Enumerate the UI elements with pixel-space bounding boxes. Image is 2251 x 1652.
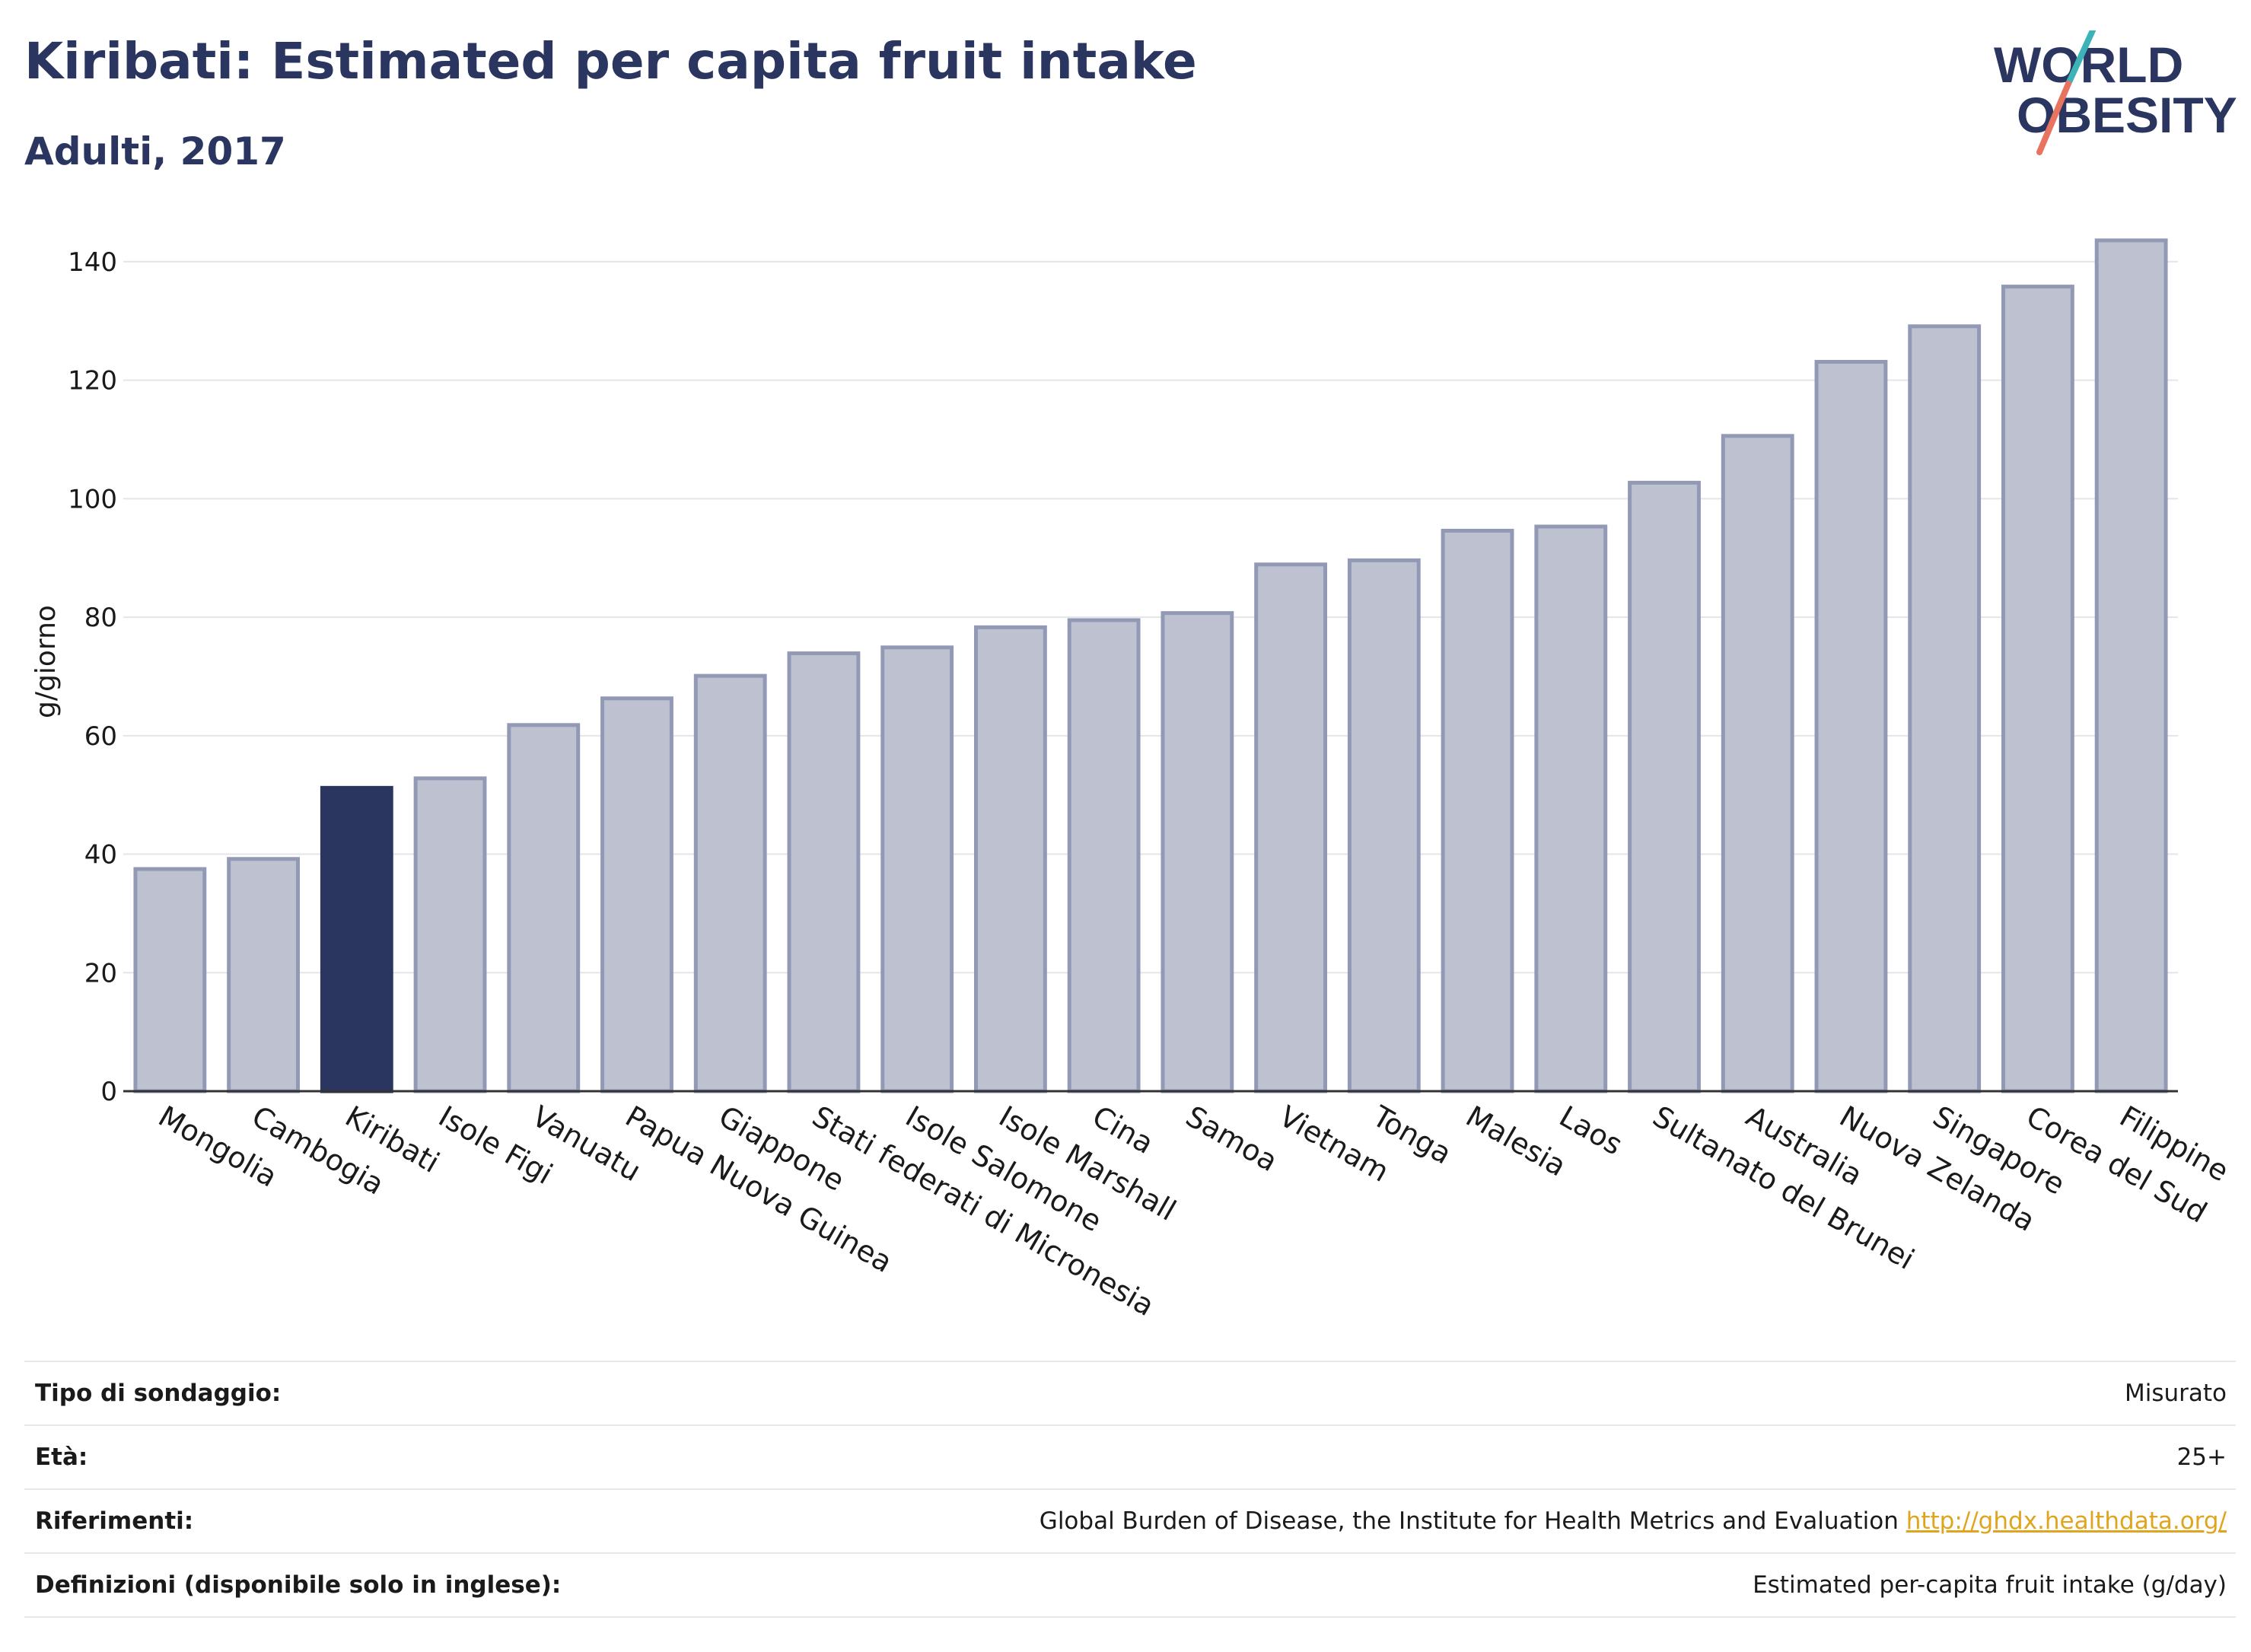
bar-malesia	[1441, 528, 1514, 1093]
info-label: Definizioni (disponibile solo in inglese…	[35, 1571, 562, 1599]
info-row-definitions: Definizioni (disponibile solo in inglese…	[24, 1552, 2236, 1618]
info-row-age: Età: 25+	[24, 1424, 2236, 1488]
x-tick-label: Malesia	[1460, 1100, 1571, 1183]
y-tick-label: 140	[68, 247, 117, 278]
info-label: Riferimenti:	[35, 1507, 194, 1535]
y-tick-labels: 0 20 40 60 80 100 120 140	[68, 247, 117, 1107]
y-tick-label: 0	[100, 1077, 117, 1107]
bar-chart: 0 20 40 60 80 100 120 140 MongoliaCambogiaKirib…	[30, 238, 2234, 1323]
bar-tonga	[1347, 558, 1421, 1093]
y-tick-label: 40	[84, 840, 117, 871]
bar-samoa	[1161, 611, 1234, 1093]
reference-text: Global Burden of Disease, the Institute …	[1039, 1507, 1899, 1535]
info-value: Misurato	[2124, 1380, 2227, 1407]
x-tick-label: Samoa	[1180, 1100, 1283, 1179]
info-label: Tipo di sondaggio:	[35, 1380, 282, 1407]
bar-cambogia	[227, 857, 301, 1093]
y-tick-label: 20	[84, 958, 117, 988]
bar-cina	[1067, 618, 1141, 1093]
world-obesity-logo: WORLD OBESITY	[1994, 30, 2237, 155]
info-row-references: Riferimenti: Global Burden of Disease, t…	[24, 1488, 2236, 1552]
bar-isole-marshall	[974, 625, 1047, 1093]
bar-isole-figi	[413, 776, 487, 1093]
info-row-survey-type: Tipo di sondaggio: Misurato	[24, 1361, 2236, 1424]
bar-sultanato-del-brunei	[1628, 480, 1701, 1093]
chart-title: Kiribati: Estimated per capita fruit int…	[24, 32, 1197, 91]
logo-slash-coral	[2036, 81, 2071, 155]
bar-mongolia	[133, 867, 207, 1093]
bars	[133, 238, 2168, 1093]
bar-singapore	[1908, 324, 1982, 1093]
bar-kiribati	[320, 785, 393, 1093]
y-tick-label: 120	[68, 366, 117, 396]
bar-vietnam	[1254, 562, 1327, 1093]
chart-subtitle: Adulti, 2017	[24, 129, 286, 173]
bar-nuova-zelanda	[1814, 360, 1888, 1093]
bar-filippine	[2094, 238, 2168, 1093]
info-value-references: Global Burden of Disease, the Institute …	[1040, 1507, 2236, 1535]
bar-papua-nuova-guinea	[600, 696, 673, 1093]
info-table: Tipo di sondaggio: Misurato Età: 25+ Rif…	[24, 1361, 2236, 1618]
bar-corea-del-sud	[2001, 285, 2074, 1093]
bar-laos	[1534, 524, 1608, 1093]
info-label: Età:	[35, 1444, 88, 1471]
bar-vanuatu	[507, 723, 581, 1093]
bar-australia	[1721, 434, 1794, 1093]
y-tick-label: 80	[84, 603, 117, 633]
y-tick-label: 60	[84, 721, 117, 752]
info-value: 25+	[2176, 1444, 2227, 1471]
bar-stati-federati-di-micronesia	[787, 651, 861, 1093]
info-value: Estimated per-capita fruit intake (g/day…	[1753, 1571, 2227, 1599]
bar-isole-salomone	[880, 645, 954, 1093]
logo-slash-teal	[2065, 30, 2096, 87]
y-tick-label: 100	[68, 484, 117, 514]
reference-link[interactable]: http://ghdx.healthdata.org/	[1906, 1507, 2227, 1535]
bar-giappone	[693, 673, 767, 1093]
y-axis-label: g/giorno	[30, 605, 62, 718]
